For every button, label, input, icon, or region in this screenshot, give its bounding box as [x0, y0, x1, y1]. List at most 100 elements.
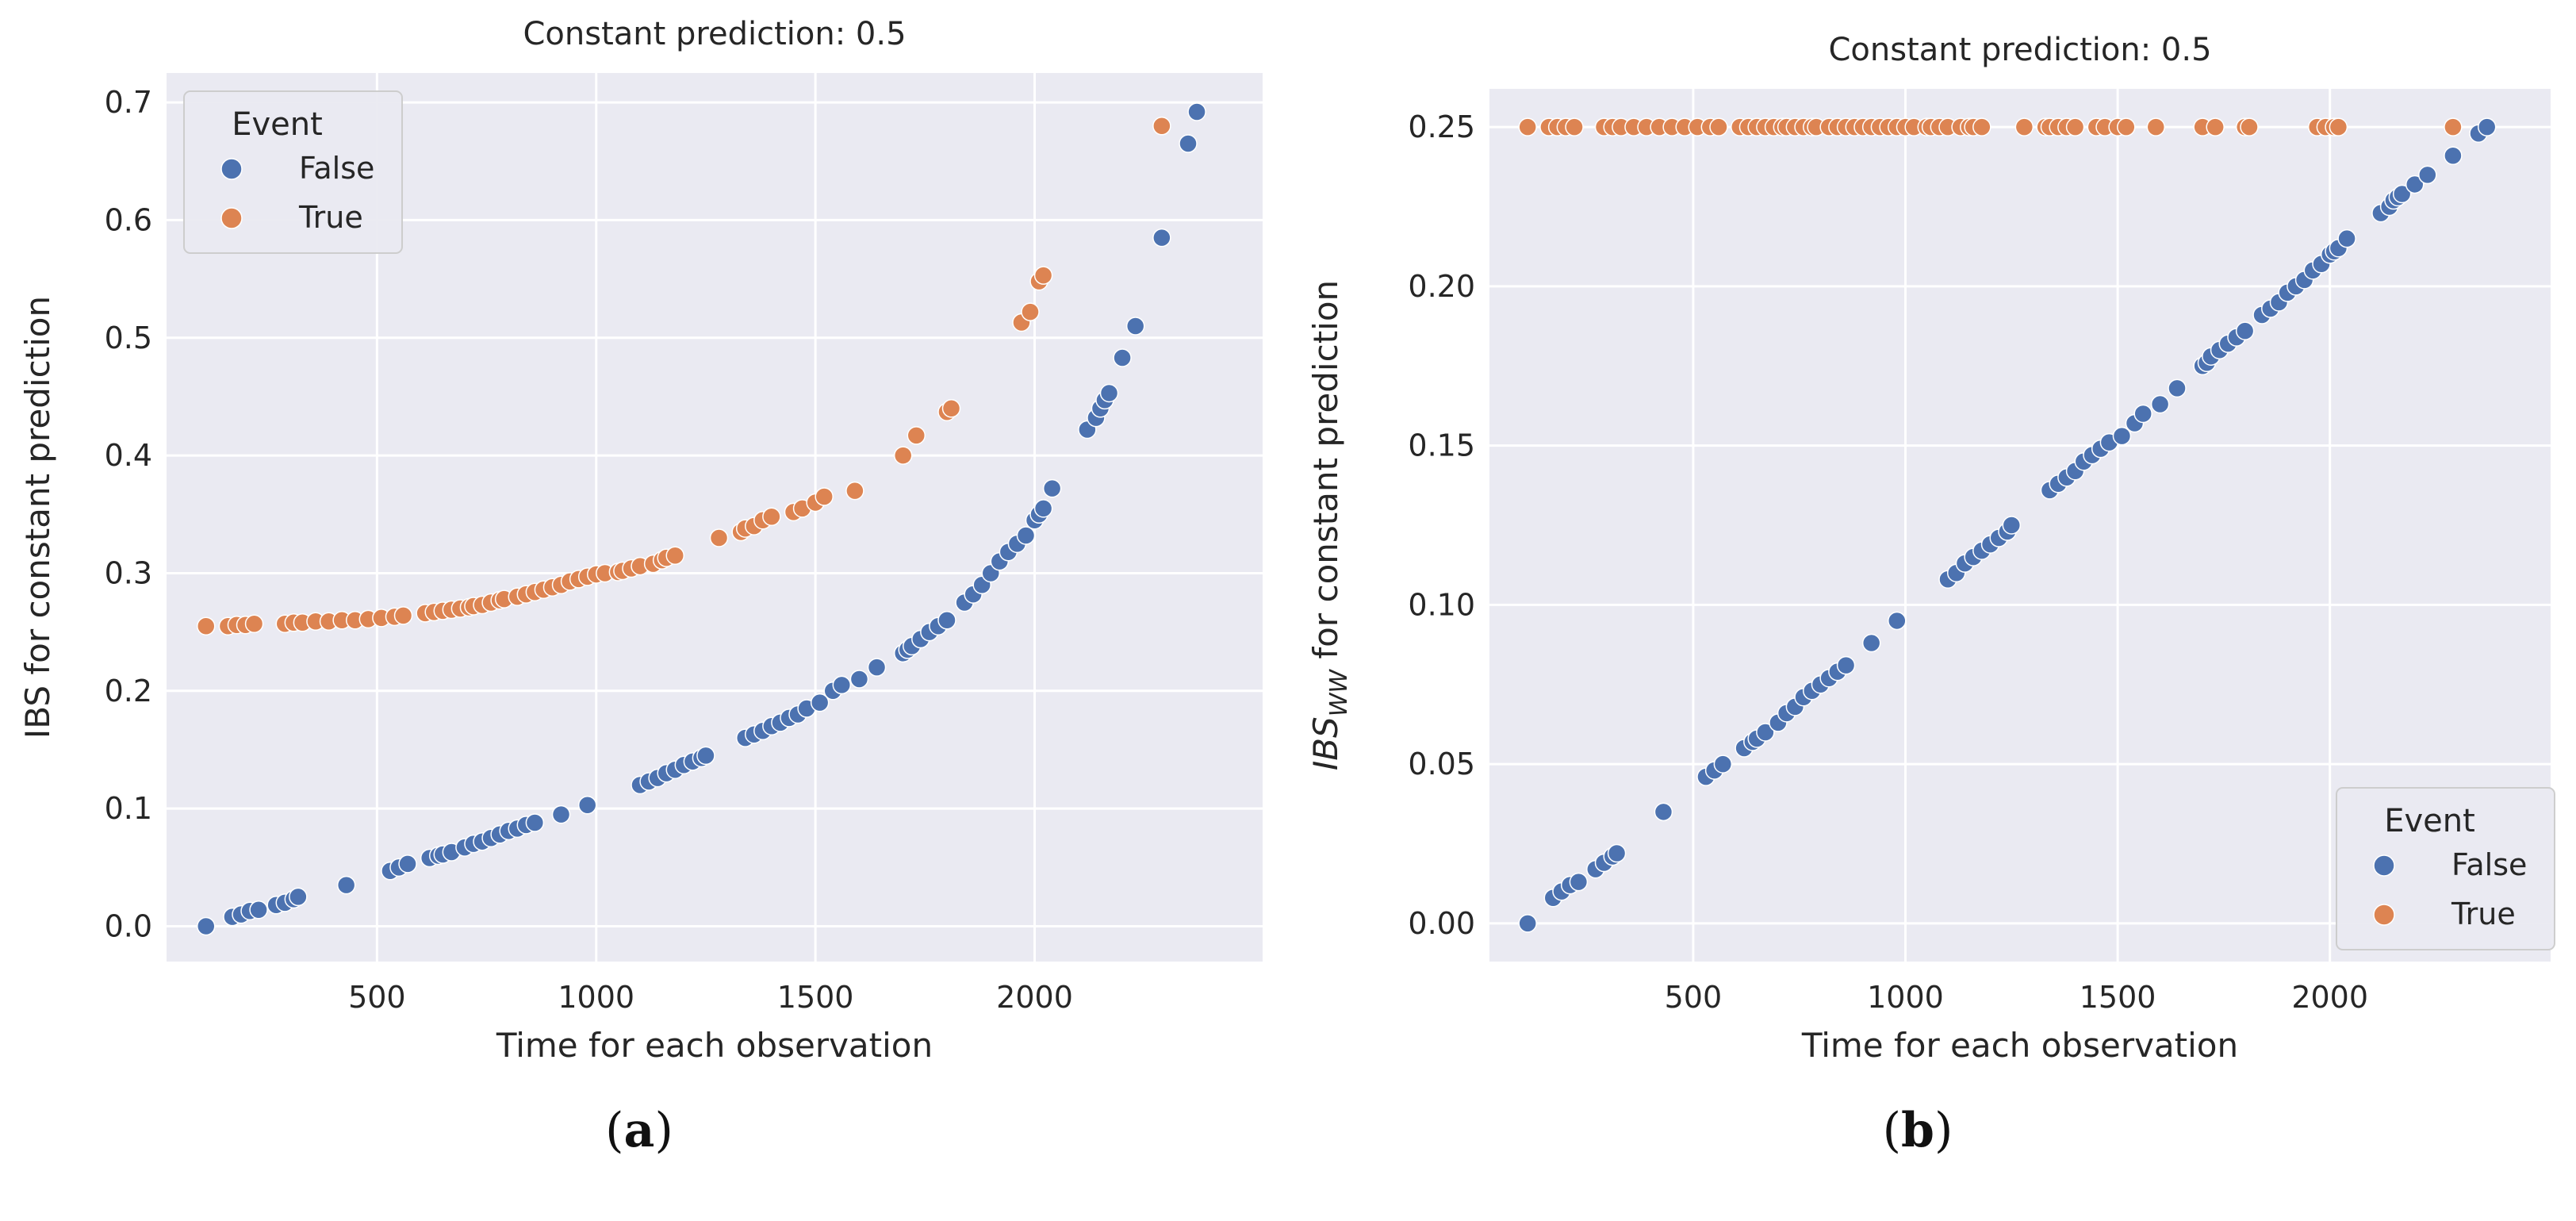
data-point	[810, 693, 830, 712]
data-point	[1654, 802, 1673, 822]
data-point	[2168, 378, 2187, 398]
data-point	[2014, 117, 2034, 136]
data-point	[1016, 526, 1036, 545]
data-point	[2206, 117, 2225, 136]
x-tick-label: 2000	[996, 980, 1073, 1015]
y-tick-label: 0.00	[1408, 906, 1475, 941]
data-point	[845, 481, 864, 501]
y-axis-label-main: IBS	[1306, 716, 1345, 770]
data-point	[2133, 404, 2152, 424]
data-point	[709, 528, 729, 547]
legend: Event False True	[183, 90, 403, 254]
caption-a: (a)	[605, 1103, 673, 1158]
data-point	[937, 611, 956, 630]
data-point	[1179, 134, 1198, 153]
chart-b: 500 1000 1500 2000 0.00 0.05 0.10 0.15 0.20 0.25 C…	[1306, 32, 2555, 1065]
data-point	[1518, 914, 1537, 933]
data-point	[2065, 117, 2085, 136]
data-point	[1042, 478, 1062, 498]
x-axis-label: Time for each observation	[496, 1026, 933, 1065]
data-point	[2112, 426, 2132, 446]
caption-a-letter: a	[623, 1103, 655, 1158]
data-point	[849, 670, 869, 689]
data-point	[1607, 843, 1627, 863]
caption-b: (b)	[1882, 1103, 1953, 1158]
series-false	[197, 102, 1206, 936]
data-point	[1021, 302, 1040, 321]
data-point	[2150, 394, 2170, 414]
legend-title: Event	[2384, 803, 2475, 839]
y-tick-label: 0.20	[1408, 269, 1475, 304]
data-point	[832, 675, 852, 695]
data-point	[336, 875, 356, 895]
y-tick-label: 0.2	[105, 674, 152, 708]
data-point	[1713, 754, 1733, 774]
y-tick-label: 0.6	[105, 202, 152, 237]
data-point	[1518, 117, 1537, 136]
data-point	[1099, 383, 1119, 403]
y-tick-label: 0.0	[105, 908, 152, 943]
data-point	[696, 746, 715, 766]
data-point	[1033, 266, 1053, 285]
data-point	[2405, 175, 2425, 194]
data-point	[2002, 516, 2022, 535]
data-point	[1861, 633, 1881, 653]
legend-marker-false	[2373, 854, 2395, 877]
x-tick-label: 1500	[777, 980, 854, 1015]
data-point	[1152, 117, 1171, 136]
y-tick-label: 0.1	[105, 791, 152, 826]
data-point	[1125, 317, 1145, 336]
data-point	[289, 887, 308, 907]
y-axis-label-suffix: for constant prediction	[1306, 280, 1345, 670]
y-tick-label: 0.3	[105, 555, 152, 590]
y-tick-label: 0.7	[105, 85, 152, 120]
y-tick-label: 0.5	[105, 321, 152, 355]
data-point	[1113, 348, 1132, 367]
data-point	[2240, 117, 2259, 136]
data-point	[1569, 872, 1589, 892]
y-tick-label: 0.25	[1408, 109, 1475, 144]
data-point	[907, 426, 926, 445]
data-point	[197, 616, 216, 635]
legend-marker-false	[220, 158, 243, 180]
data-point	[577, 795, 597, 815]
data-point	[665, 546, 684, 565]
x-tick-label: 500	[348, 980, 406, 1015]
data-point	[244, 614, 264, 634]
data-point	[2418, 165, 2437, 185]
data-point	[525, 813, 545, 832]
data-point	[815, 487, 834, 506]
data-point	[2235, 321, 2255, 340]
data-point	[2146, 117, 2166, 136]
data-point	[398, 854, 417, 874]
series-true	[197, 117, 1171, 635]
data-point	[867, 658, 887, 677]
data-point	[393, 606, 413, 625]
legend: Event False True	[2336, 787, 2555, 950]
data-point	[551, 804, 571, 824]
data-point	[197, 916, 216, 936]
legend-label-false: False	[299, 151, 374, 186]
chart-title: Constant prediction: 0.5	[523, 16, 906, 52]
caption-b-letter: b	[1901, 1103, 1934, 1158]
data-point	[1565, 117, 1584, 136]
x-tick-label: 1500	[2080, 980, 2156, 1015]
data-point	[1836, 655, 1856, 675]
data-point	[941, 399, 961, 418]
data-point	[1709, 117, 1728, 136]
x-tick-label: 1000	[558, 980, 634, 1015]
data-point	[1972, 117, 1991, 136]
legend-label-true: True	[2451, 897, 2516, 931]
y-tick-label: 0.4	[105, 438, 152, 473]
y-tick-label: 0.05	[1408, 747, 1475, 781]
y-axis-label: IBS for constant prediction	[18, 296, 57, 739]
data-point	[762, 507, 781, 527]
y-axis-label: IBSWW for constant prediction	[1306, 280, 1353, 770]
data-point	[249, 900, 268, 920]
y-axis-label-subscript: WW	[1325, 669, 1353, 717]
chart-a: 500 1000 1500 2000 0.0 0.1 0.2 0.3 0.4 0.5 0.6 0.7 C…	[18, 16, 1263, 1065]
data-point	[2337, 228, 2356, 248]
chart-title: Constant prediction: 0.5	[1828, 32, 2211, 68]
data-point	[1033, 499, 1053, 518]
data-point	[2392, 184, 2412, 204]
